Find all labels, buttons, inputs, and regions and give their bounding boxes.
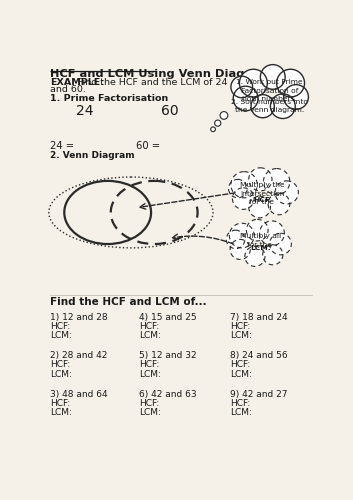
- Circle shape: [226, 230, 245, 248]
- Text: LCM:: LCM:: [230, 370, 252, 378]
- Text: Multiply all
for the: Multiply all for the: [240, 233, 281, 248]
- Text: LCM:: LCM:: [230, 408, 252, 417]
- Text: Multiply the
intersection
for the: Multiply the intersection for the: [240, 182, 285, 206]
- Text: LCM:: LCM:: [139, 408, 161, 417]
- Circle shape: [275, 181, 298, 204]
- Text: LCM:: LCM:: [50, 408, 72, 417]
- Circle shape: [230, 240, 250, 260]
- Text: HCF:: HCF:: [50, 360, 71, 370]
- Circle shape: [249, 168, 272, 191]
- Circle shape: [231, 172, 257, 198]
- Circle shape: [245, 246, 265, 266]
- Circle shape: [249, 196, 270, 218]
- Text: 4) 15 and 25: 4) 15 and 25: [139, 312, 196, 322]
- Circle shape: [268, 193, 290, 215]
- Circle shape: [229, 223, 254, 248]
- Circle shape: [232, 188, 254, 210]
- Text: LCM:: LCM:: [50, 331, 72, 340]
- Circle shape: [251, 94, 274, 118]
- Text: 8) 24 and 56: 8) 24 and 56: [230, 351, 288, 360]
- Circle shape: [211, 127, 215, 132]
- Circle shape: [277, 69, 305, 97]
- Text: HCF:: HCF:: [230, 322, 250, 331]
- Text: HCF:: HCF:: [50, 322, 71, 331]
- Text: HCF:: HCF:: [139, 322, 159, 331]
- Circle shape: [246, 220, 268, 241]
- Text: LCM:: LCM:: [139, 370, 161, 378]
- Text: EXAMPLE:: EXAMPLE:: [50, 78, 104, 88]
- Text: HCF and LCM Using Venn Diagrams: HCF and LCM Using Venn Diagrams: [50, 69, 277, 79]
- Text: 1. Work out Prime
Factorisation of
both numbers.: 1. Work out Prime Factorisation of both …: [237, 79, 303, 102]
- Text: LCM:: LCM:: [50, 370, 72, 378]
- Circle shape: [270, 233, 291, 255]
- Circle shape: [261, 64, 285, 90]
- Text: 5) 12 and 32: 5) 12 and 32: [139, 351, 196, 360]
- Circle shape: [231, 76, 253, 98]
- Text: 9) 42 and 27: 9) 42 and 27: [230, 390, 288, 398]
- Text: 1. Prime Factorisation: 1. Prime Factorisation: [50, 94, 169, 103]
- Circle shape: [239, 69, 267, 97]
- Circle shape: [259, 221, 285, 246]
- Text: HCF:: HCF:: [50, 399, 71, 408]
- Text: 2. Venn Diagram: 2. Venn Diagram: [50, 151, 135, 160]
- Circle shape: [270, 94, 295, 118]
- Text: HCF:: HCF:: [139, 399, 159, 408]
- Circle shape: [283, 84, 309, 110]
- Text: 24 =: 24 =: [50, 141, 74, 151]
- Text: LCM:: LCM:: [230, 331, 252, 340]
- Text: HCF:: HCF:: [230, 399, 250, 408]
- Circle shape: [220, 112, 228, 120]
- Text: 60: 60: [161, 104, 179, 118]
- Text: 3) 48 and 64: 3) 48 and 64: [50, 390, 108, 398]
- Text: Find the HCF and the LCM of 24: Find the HCF and the LCM of 24: [75, 78, 228, 88]
- Text: 6) 42 and 63: 6) 42 and 63: [139, 390, 196, 398]
- Text: 24: 24: [76, 104, 93, 118]
- Text: HCF.: HCF.: [253, 197, 272, 203]
- Text: and 60.: and 60.: [50, 86, 86, 94]
- Text: HCF:: HCF:: [139, 360, 159, 370]
- Text: 2) 28 and 42: 2) 28 and 42: [50, 351, 108, 360]
- Text: LCM.: LCM.: [250, 245, 271, 251]
- Text: 1) 12 and 28: 1) 12 and 28: [50, 312, 108, 322]
- Text: HCF:: HCF:: [230, 360, 250, 370]
- Text: 60 =: 60 =: [136, 141, 160, 151]
- Circle shape: [229, 180, 247, 198]
- Text: LCM:: LCM:: [139, 331, 161, 340]
- Text: Find the HCF and LCM of...: Find the HCF and LCM of...: [50, 297, 207, 307]
- Text: 7) 18 and 24: 7) 18 and 24: [230, 312, 288, 322]
- Text: 2. Sort numbers into
the Venn diagram.: 2. Sort numbers into the Venn diagram.: [231, 98, 308, 113]
- Circle shape: [263, 245, 283, 265]
- Circle shape: [215, 120, 221, 126]
- Circle shape: [233, 86, 258, 111]
- Circle shape: [263, 168, 290, 194]
